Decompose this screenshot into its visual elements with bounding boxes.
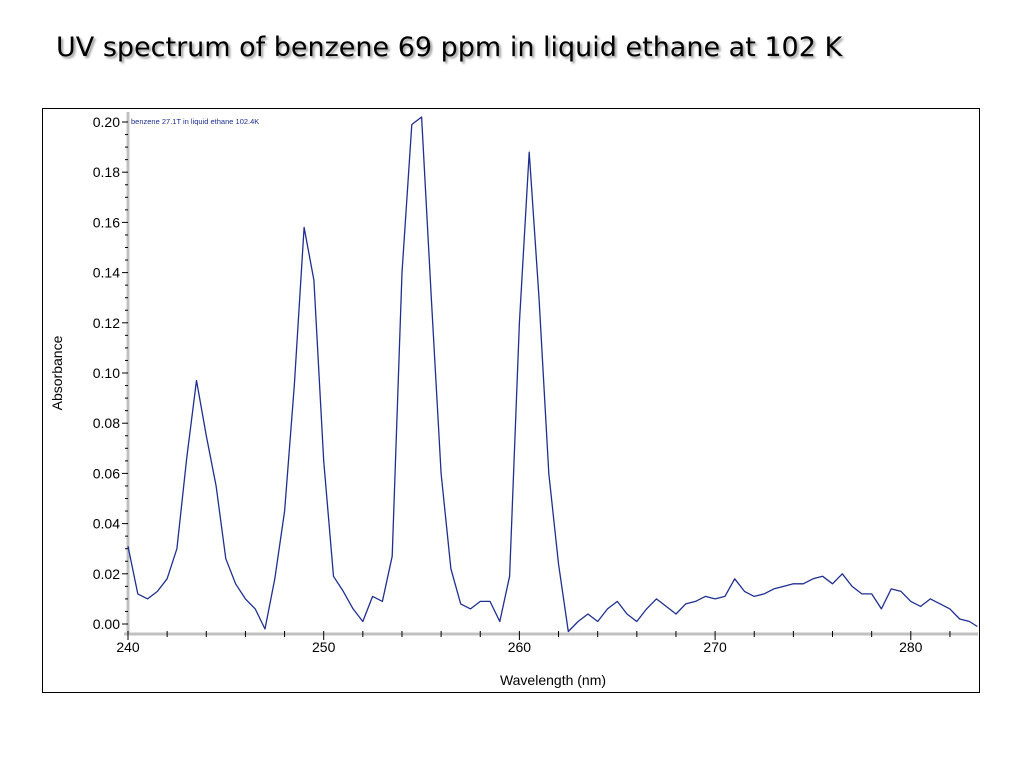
y-tick-label: 0.00 bbox=[93, 616, 120, 632]
y-axis-title: Absorbance bbox=[49, 335, 65, 410]
x-tick-label: 250 bbox=[312, 639, 336, 655]
x-tick-label: 240 bbox=[116, 639, 140, 655]
y-tick-label: 0.02 bbox=[93, 566, 120, 582]
y-tick-label: 0.16 bbox=[93, 214, 120, 230]
x-tick-label: 260 bbox=[508, 639, 532, 655]
y-tick-label: 0.18 bbox=[93, 164, 120, 180]
legend-label: benzene 27.1T in liquid ethane 102.4K bbox=[131, 117, 259, 126]
y-tick-label: 0.12 bbox=[93, 315, 120, 331]
chart-frame bbox=[42, 108, 980, 693]
y-tick-label: 0.14 bbox=[93, 265, 120, 281]
absorbance-line bbox=[127, 116, 978, 633]
tick-labels: 0.00 0.02 0.04 0.06 0.08 0.10 0.12 0.14 0.16 0.18… bbox=[93, 114, 923, 655]
y-tick-label: 0.10 bbox=[93, 365, 120, 381]
y-tick-label: 0.08 bbox=[93, 415, 120, 431]
tick-marks bbox=[122, 121, 951, 640]
slide-title: UV spectrum of benzene 69 ppm in liquid … bbox=[56, 32, 843, 63]
y-tick-label: 0.20 bbox=[93, 114, 120, 130]
y-tick-label: 0.06 bbox=[93, 465, 120, 481]
x-tick-label: 280 bbox=[899, 639, 923, 655]
axes bbox=[124, 112, 978, 636]
x-tick-label: 270 bbox=[703, 639, 727, 655]
y-tick-label: 0.04 bbox=[93, 516, 120, 532]
x-axis-title: Wavelength (nm) bbox=[500, 672, 606, 688]
